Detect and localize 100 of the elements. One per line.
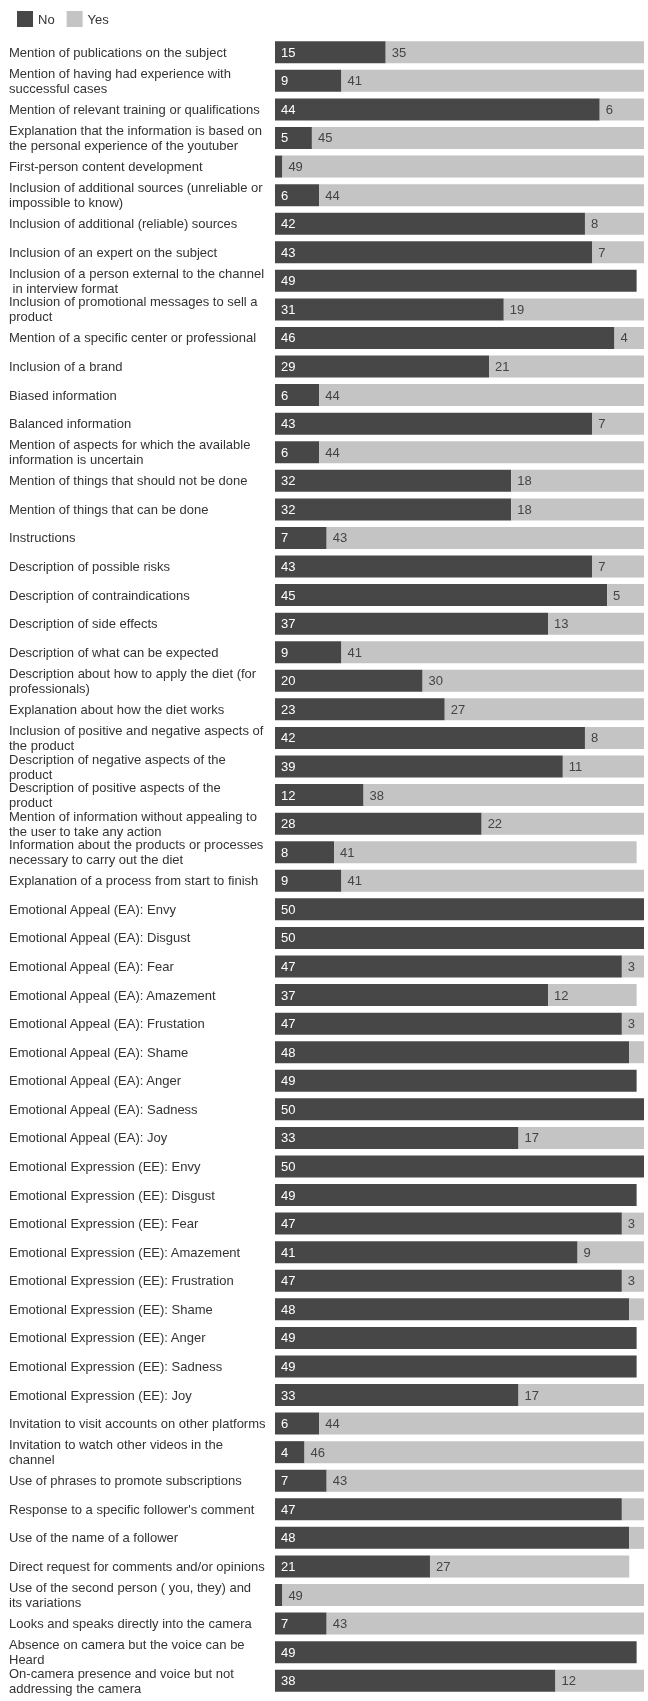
bar [621, 1212, 644, 1235]
bar [275, 155, 283, 178]
y-tick-label: Mention of publications on the subject [9, 44, 227, 60]
y-tick-label: Use of phrases to promote subscriptions [9, 1473, 243, 1489]
y-tick-label: Balanced information [9, 416, 132, 432]
legend-label: Yes [87, 11, 110, 27]
bar [275, 1184, 637, 1207]
data-label: 8 [590, 216, 599, 232]
y-tick-label: Explanation of a process from start to finish [9, 873, 259, 889]
bar [275, 1412, 320, 1435]
bar [511, 498, 644, 521]
bar [275, 669, 423, 692]
data-label: 47 [281, 1273, 296, 1289]
data-label: 8 [590, 730, 599, 746]
bar [275, 469, 512, 492]
data-label: 33 [281, 1387, 296, 1403]
bar [548, 984, 637, 1007]
bar [275, 555, 593, 578]
bar [548, 612, 644, 635]
data-label: 50 [281, 901, 296, 917]
bar [275, 269, 637, 292]
bar [584, 726, 644, 749]
bar [275, 1012, 622, 1035]
y-tick-label: Emotional Appeal (EA): Frustation [9, 1016, 205, 1032]
y-tick-label: Emotional Appeal (EA): Amazement [9, 987, 217, 1003]
bar [385, 41, 644, 64]
data-label: 41 [347, 73, 362, 89]
bar [275, 1669, 556, 1692]
data-label: 49 [281, 1330, 296, 1346]
y-tick-label: Inclusion of positive and negative aspects of the product [9, 722, 267, 753]
y-tick-label: Emotional Expression (EE): Anger [9, 1330, 207, 1346]
data-label: 9 [281, 873, 289, 889]
y-tick-label: Emotional Appeal (EA): Disgust [9, 930, 191, 946]
data-label: 3 [627, 1016, 636, 1032]
data-label: 37 [281, 616, 296, 632]
data-label: 43 [281, 416, 296, 432]
bar [363, 784, 644, 807]
bar [275, 355, 490, 378]
data-label: 5 [613, 587, 621, 603]
bar [481, 812, 644, 835]
bar [275, 584, 608, 607]
bar [275, 1269, 622, 1292]
y-tick-label: Mention of relevant training or qualifications [9, 101, 261, 117]
bar [275, 869, 342, 892]
bar [275, 984, 549, 1007]
y-tick-label: Inclusion of an expert on the subject [9, 244, 218, 260]
data-label: 7 [598, 244, 606, 260]
bar [621, 1012, 644, 1035]
data-label: 6 [281, 187, 289, 203]
data-label: 4 [281, 1444, 289, 1460]
data-label: 41 [347, 644, 362, 660]
data-label: 47 [281, 958, 296, 974]
data-label: 7 [598, 559, 606, 575]
data-label: 42 [281, 216, 296, 232]
data-label: 28 [281, 816, 296, 832]
bar [275, 1241, 578, 1264]
data-label: 42 [281, 730, 296, 746]
bar [275, 412, 593, 435]
bar [444, 698, 644, 721]
y-tick-label: Invitation to watch other videos in the channel [9, 1437, 227, 1468]
bar [275, 755, 563, 778]
data-label: 47 [281, 1216, 296, 1232]
data-label: 41 [281, 1244, 296, 1260]
bar [592, 412, 644, 435]
y-tick-label: Emotional Appeal (EA): Sadness [9, 1101, 199, 1117]
data-label: 49 [281, 1187, 296, 1203]
bar [275, 1526, 630, 1549]
data-label: 29 [281, 359, 296, 375]
bar [275, 212, 585, 235]
bar [275, 126, 312, 149]
data-label: 21 [495, 359, 510, 375]
bar [275, 41, 386, 64]
bar [592, 555, 644, 578]
data-label: 3 [627, 1216, 636, 1232]
data-label: 18 [517, 473, 532, 489]
data-label: 33 [281, 1130, 296, 1146]
y-tick-label: Mention of information without appealing to the user to take any action [9, 808, 261, 839]
bar [577, 1241, 644, 1264]
bar [629, 1298, 644, 1321]
data-label: 7 [281, 1473, 289, 1489]
bar [282, 1584, 644, 1607]
y-tick-label: Mention of having had experience with successful cases [9, 65, 235, 96]
y-tick-label: Explanation that the information is based on the personal experience of the youtuber [9, 122, 266, 153]
y-tick-label: Response to a specific follower's comment [9, 1501, 255, 1517]
bar [592, 241, 644, 264]
data-label: 41 [340, 844, 355, 860]
data-label: 17 [524, 1387, 540, 1403]
bar [584, 212, 644, 235]
bar [334, 841, 637, 864]
data-label: 30 [428, 673, 444, 689]
y-tick-label: Inclusion of promotional messages to sell a product [9, 294, 262, 325]
bar [275, 1098, 644, 1121]
bar [275, 1212, 622, 1235]
data-label: 41 [347, 873, 362, 889]
bar [275, 1584, 283, 1607]
bar [621, 1498, 644, 1521]
bar [275, 698, 445, 721]
data-label: 7 [281, 530, 289, 546]
data-label: 49 [288, 1587, 303, 1603]
y-tick-label: Description of side effects [9, 616, 159, 632]
